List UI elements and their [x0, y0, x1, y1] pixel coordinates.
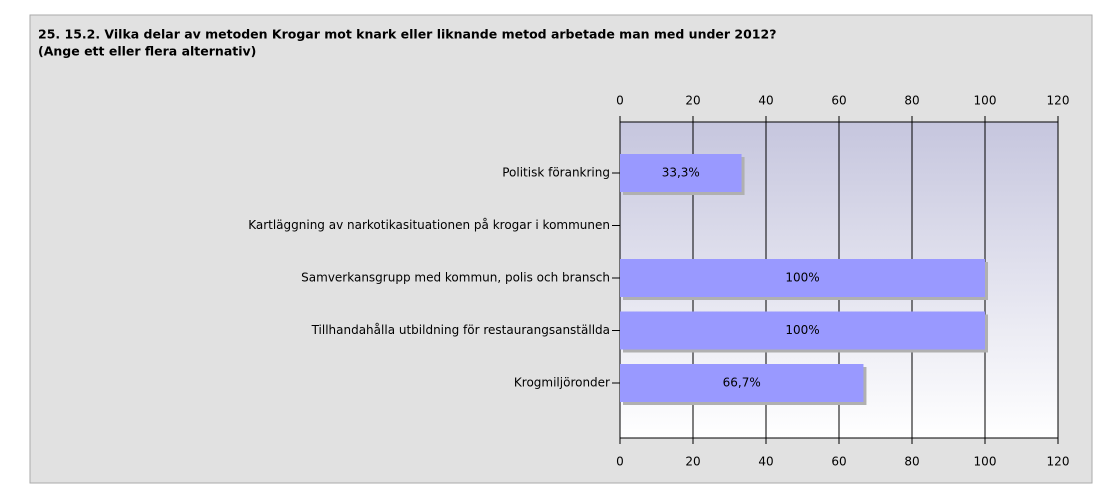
x-tick-label: 80: [904, 455, 919, 469]
x-tick-label: 60: [831, 455, 846, 469]
data-label: 66,7%: [723, 376, 761, 390]
x-tick-label: 60: [831, 94, 846, 108]
y-tick-label: Politisk förankring: [502, 166, 610, 180]
y-tick-label: Krogmiljöronder: [514, 376, 610, 390]
x-tick-label: 120: [1047, 94, 1070, 108]
x-tick-label: 40: [758, 94, 773, 108]
bar: [620, 154, 742, 192]
chart-title: 25. 15.2. Vilka delar av metoden Krogar …: [38, 27, 776, 42]
x-tick-label: 100: [974, 94, 997, 108]
x-tick-label: 80: [904, 94, 919, 108]
data-label: 33,3%: [662, 166, 700, 180]
y-tick-label: Samverkansgrupp med kommun, polis och br…: [301, 271, 610, 285]
bar: [620, 259, 985, 297]
x-tick-label: 100: [974, 455, 997, 469]
x-tick-label: 20: [685, 94, 700, 108]
x-tick-label: 0: [616, 94, 624, 108]
x-tick-label: 0: [616, 455, 624, 469]
y-tick-label: Kartläggning av narkotikasituationen på …: [248, 218, 610, 232]
data-label: 100%: [785, 271, 819, 285]
bar: [620, 364, 864, 402]
y-tick-label: Tillhandahålla utbildning för restaurang…: [311, 323, 610, 337]
x-tick-label: 120: [1047, 455, 1070, 469]
bar: [620, 311, 985, 350]
x-tick-label: 40: [758, 455, 773, 469]
data-label: 100%: [785, 323, 819, 337]
x-tick-label: 20: [685, 455, 700, 469]
chart-subtitle: (Ange ett eller flera alternativ): [38, 44, 256, 59]
